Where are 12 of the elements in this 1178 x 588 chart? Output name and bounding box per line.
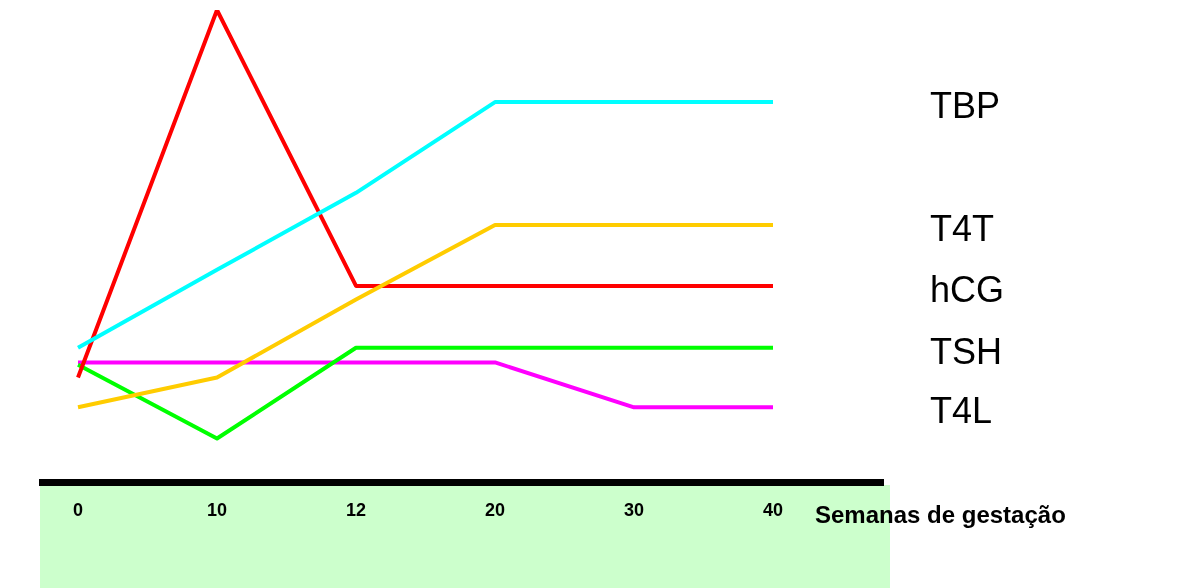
x-tick-label: 10 — [206, 500, 228, 521]
x-axis-title: Semanas de gestação — [815, 500, 1066, 528]
x-tick-label: 20 — [484, 500, 506, 521]
text: TBP — [930, 85, 1001, 127]
x-tick-label: 40 — [762, 500, 784, 521]
x-tick-label: 30 — [623, 500, 645, 521]
x-tick-label: 0 — [72, 500, 84, 521]
x-tick-label: 12 — [345, 500, 367, 521]
text: hCG — [930, 268, 1005, 310]
text: T4L — [930, 390, 993, 432]
text: TSH — [930, 330, 1002, 372]
text: T4T — [930, 207, 995, 249]
